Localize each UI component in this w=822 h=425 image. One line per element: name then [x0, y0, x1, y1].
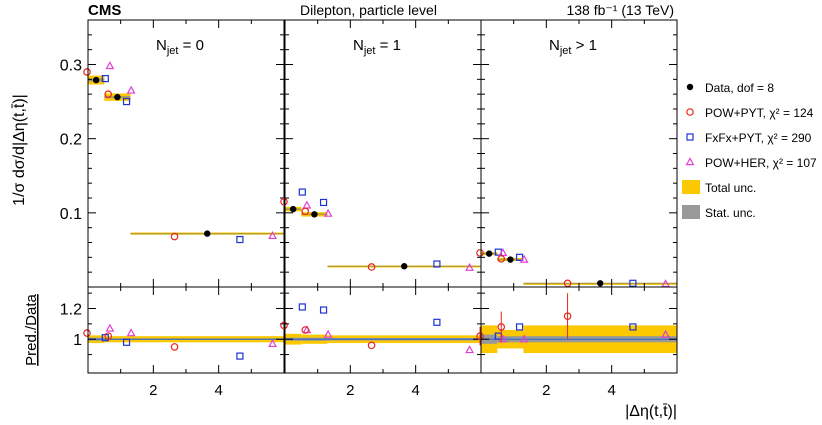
- legend-swatch-total: [682, 180, 700, 194]
- her-point-2-1: [519, 254, 529, 263]
- ratio-pow-point-2-0: [476, 332, 484, 340]
- her-point-1-2: [465, 262, 474, 271]
- data-point-2-0: [485, 250, 493, 257]
- ratio-pow-point-0-0: [83, 329, 91, 337]
- pow-point-1-1: [301, 207, 310, 216]
- ratio-fxfx-point-1-2: [433, 318, 441, 326]
- experiment-label: CMS: [88, 2, 122, 19]
- fxfx-point-1-2: [433, 260, 441, 268]
- ratio-panel-frame-1: [284, 286, 482, 374]
- ratio-her-point-0-2: [268, 338, 277, 348]
- data-point-0-1: [114, 93, 121, 101]
- pow-point-0-1: [104, 90, 113, 98]
- ratio-her-point-1-2: [465, 345, 474, 354]
- her-point-1-0: [302, 200, 312, 209]
- ratio-fxfx-point-1-1: [319, 306, 328, 314]
- her-point-1-1: [323, 208, 333, 217]
- y-tick-label-0.1: 0.1: [60, 206, 82, 223]
- x-tick-label-2-4: 4: [607, 382, 615, 399]
- ratio-pow-point-0-2: [170, 343, 179, 351]
- pow-point-1-2: [367, 263, 376, 271]
- x-tick-label-0-4: 4: [214, 382, 222, 399]
- ratio-fxfx-point-2-1: [515, 323, 524, 331]
- y-tick-label-0.2: 0.2: [60, 132, 82, 149]
- data-point-1-0: [289, 205, 297, 213]
- ratio-fxfx-point-0-1: [122, 338, 131, 346]
- y-axis-title: 1/σ dσ/d|Δη(t,t̄)|: [11, 94, 28, 206]
- panel-label-1: Njet = 1: [353, 37, 401, 57]
- x-axis-title: |Δη(t,t̄)|: [625, 403, 677, 420]
- her-point-0-0: [105, 61, 115, 70]
- data-point-0-0: [92, 76, 100, 84]
- luminosity-label: 138 fb⁻¹ (13 TeV): [566, 2, 674, 18]
- x-tick-label-0-2: 2: [149, 382, 157, 399]
- data-point-2-2: [597, 280, 604, 287]
- pow-point-0-0: [83, 68, 91, 76]
- data-point-1-2: [401, 263, 408, 270]
- her-point-2-0: [498, 248, 508, 257]
- x-tick-label-1-2: 2: [346, 382, 354, 399]
- data-point-1-1: [311, 211, 318, 218]
- pow-point-1-0: [280, 197, 288, 206]
- legend-label-data: Data, dof = 8: [705, 81, 774, 95]
- pow-point-2-0: [476, 249, 484, 257]
- ratio-her-point-0-0: [105, 323, 115, 332]
- ratio-pow-point-2-2: [563, 312, 572, 320]
- panel-label-0: Njet = 0: [156, 37, 204, 57]
- ratio-tick-label-1: 1: [73, 332, 82, 349]
- ratio-pow-point-1-2: [367, 341, 376, 350]
- y-tick-label-0.3: 0.3: [60, 58, 82, 75]
- fxfx-point-2-1: [515, 253, 524, 261]
- fxfx-point-0-1: [122, 97, 131, 106]
- fxfx-point-1-0: [298, 188, 306, 196]
- ratio-pow-point-2-1: [497, 323, 506, 331]
- legend-marker-pow: [686, 108, 694, 116]
- her-point-0-2: [268, 230, 277, 240]
- fxfx-point-1-1: [319, 198, 328, 207]
- ratio-fxfx-point-0-2: [236, 352, 244, 360]
- her-point-0-1: [126, 85, 136, 94]
- legend-label-pow: POW+PYT, χ² = 124: [705, 106, 814, 120]
- legend-swatch-stat: [682, 205, 700, 219]
- legend-label-fxfx: FxFx+PYT, χ² = 290: [705, 131, 812, 145]
- chart-subtitle: Dilepton, particle level: [300, 2, 437, 18]
- data-point-0-2: [204, 230, 211, 237]
- legend-marker-data: [686, 83, 694, 91]
- data-point-2-1: [507, 256, 514, 263]
- ratio-tick-label-1.2: 1.2: [60, 302, 82, 319]
- pow-point-0-2: [170, 232, 179, 241]
- top-panel-frame-0: [87, 19, 285, 288]
- x-tick-label-2-2: 2: [542, 382, 550, 399]
- ratio-her-point-0-1: [126, 328, 136, 337]
- fxfx-point-2-2: [629, 279, 637, 287]
- legend-marker-fxfx: [686, 133, 694, 141]
- legend-marker-her: [685, 157, 695, 166]
- ratio-her-point-2-2: [661, 329, 670, 338]
- pow-point-2-2: [563, 279, 572, 288]
- fxfx-point-0-0: [101, 74, 109, 83]
- ratio-pow-point-1-1: [301, 326, 310, 334]
- ratio-pow-point-1-0: [280, 321, 288, 330]
- legend-label-her: POW+HER, χ² = 107: [705, 156, 817, 170]
- top-panel-frame-1: [284, 19, 482, 288]
- ratio-fxfx-point-1-0: [298, 303, 306, 311]
- x-tick-label-1-4: 4: [411, 382, 419, 399]
- ratio-pow-point-0-1: [104, 332, 113, 340]
- pow-point-2-1: [497, 255, 506, 263]
- top-panel-frame-2: [480, 19, 678, 288]
- ratio-fxfx-point-2-2: [629, 323, 637, 331]
- ratio-her-point-1-1: [323, 329, 333, 338]
- ratio-panel-frame-0: [87, 286, 285, 374]
- panel-label-2: Njet > 1: [549, 37, 597, 57]
- legend-label-stat: Stat. unc.: [705, 206, 756, 220]
- ratio-axis-title: Pred./Data: [23, 293, 40, 365]
- fxfx-point-0-2: [236, 235, 244, 244]
- ratio-her-point-2-1: [519, 334, 529, 343]
- legend-label-total: Total unc.: [705, 181, 756, 195]
